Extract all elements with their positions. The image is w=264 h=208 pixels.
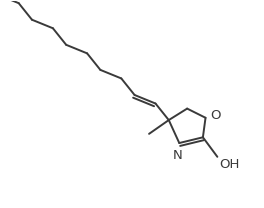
Text: OH: OH bbox=[219, 158, 240, 171]
Text: O: O bbox=[210, 109, 221, 123]
Text: N: N bbox=[173, 150, 183, 162]
